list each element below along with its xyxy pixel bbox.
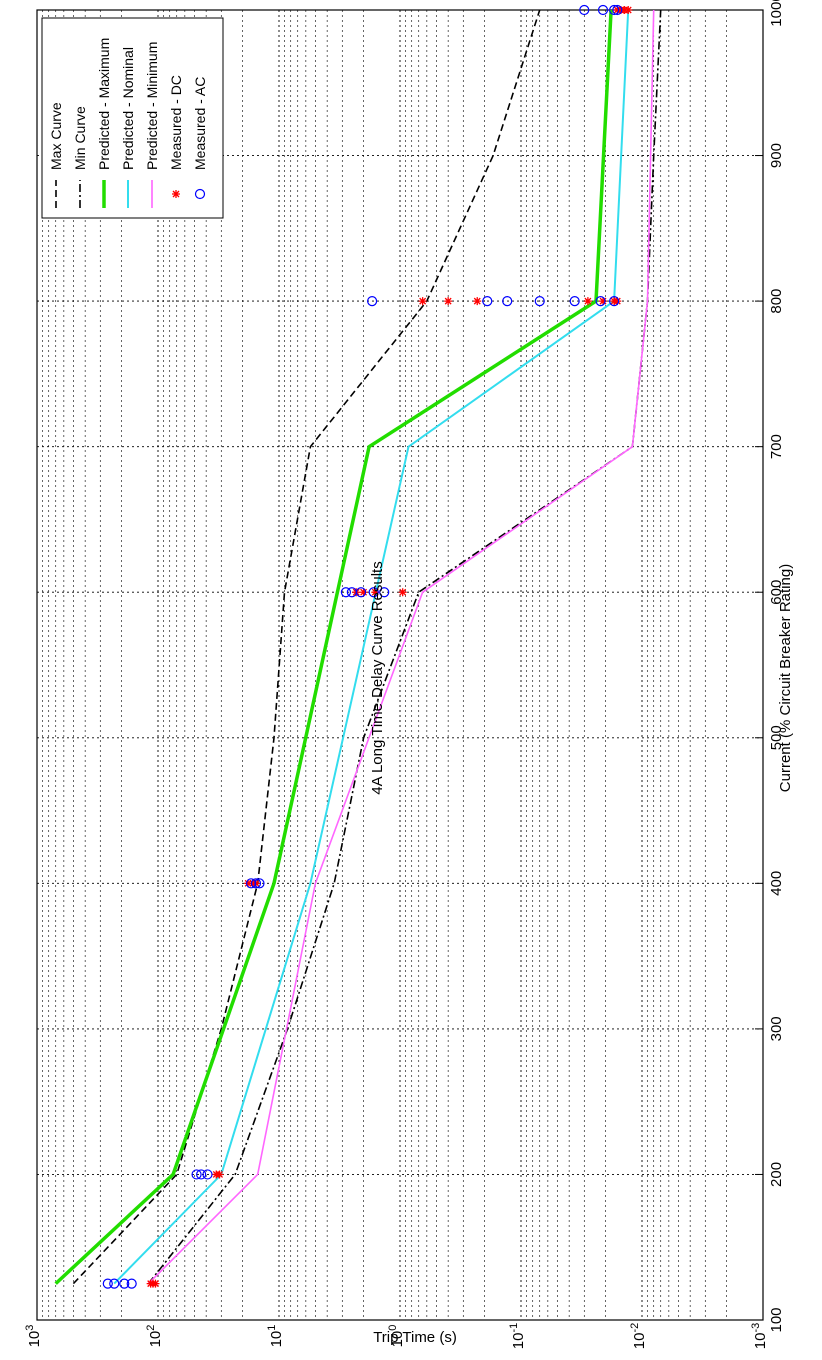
x-tick-label: 200	[768, 1162, 785, 1187]
legend-label-predicted-nominal: Predicted - Nominal	[120, 47, 136, 170]
data-point-measured-ac	[482, 296, 493, 307]
series-line-min-curve	[147, 9, 662, 1285]
data-point-measured-ac	[246, 878, 257, 889]
data-point-measured-dc	[624, 6, 633, 14]
legend-label-measured-dc: Measured - DC	[168, 75, 184, 170]
data-point-measured-dc	[444, 297, 453, 306]
x-tick-label: 700	[768, 434, 785, 459]
legend-label-predicted-minimum: Predicted - Minimum	[144, 42, 160, 170]
axes: 100 200 300 400 500 600 700 800 900 1000 103 102 101…	[24, 0, 785, 1349]
data-point-measured-dc	[599, 297, 608, 306]
series	[54, 4, 662, 1289]
data-point-measured-dc	[583, 297, 592, 306]
y-tick-label: 10-3	[750, 1323, 769, 1349]
data-point-measured-ac	[119, 1278, 130, 1289]
data-point-measured-dc	[151, 1279, 160, 1288]
data-point-measured-ac	[202, 1169, 213, 1180]
legend-label-min-curve: Min Curve	[72, 106, 88, 170]
data-point-measured-ac	[102, 1278, 113, 1289]
data-point-measured-dc	[359, 588, 368, 597]
legend: Max Curve Min Curve Predicted - Maximum Pre…	[41, 17, 224, 219]
data-point-measured-dc	[244, 879, 253, 888]
data-point-measured-ac	[534, 296, 545, 307]
y-tick-label: 10-2	[629, 1323, 648, 1349]
plot-frame	[36, 9, 764, 1321]
x-tick-label: 1000	[768, 0, 785, 27]
x-tick-label: 800	[768, 289, 785, 314]
legend-label-predicted-maximum: Predicted - Maximum	[96, 38, 112, 170]
data-point-measured-ac	[368, 587, 379, 598]
y-tick-label: 102	[145, 1325, 164, 1348]
data-point-measured-ac	[502, 296, 513, 307]
legend-swatch-measured-dc	[172, 190, 180, 198]
data-point-measured-ac	[250, 878, 262, 889]
legend-label-measured-ac: Measured - AC	[192, 77, 208, 170]
y-tick-label: 101	[266, 1325, 285, 1348]
x-tick-label: 100	[768, 1307, 785, 1332]
data-point-measured-ac	[126, 1278, 137, 1289]
data-point-measured-ac	[379, 587, 390, 598]
data-point-measured-ac	[609, 4, 620, 16]
x-tick-label: 300	[768, 1016, 785, 1041]
x-tick-label: 600	[768, 580, 785, 605]
data-point-measured-ac	[595, 296, 606, 307]
data-point-measured-dc	[215, 1170, 224, 1179]
y-tick-label: 10-1	[508, 1323, 527, 1349]
data-point-measured-ac	[612, 4, 623, 16]
data-point-measured-ac	[579, 4, 590, 16]
data-point-measured-dc	[613, 297, 622, 306]
y-axis-label: Trip Time (s)	[373, 1329, 457, 1346]
data-point-measured-ac	[109, 1278, 120, 1289]
grid	[37, 10, 763, 1320]
x-tick-label: 500	[768, 725, 785, 750]
data-point-measured-ac	[254, 878, 265, 889]
data-point-measured-ac	[367, 296, 378, 307]
data-point-measured-dc	[398, 588, 407, 597]
data-point-measured-dc	[473, 297, 482, 306]
series-line-predicted-minimum	[147, 9, 655, 1285]
legend-box	[41, 17, 224, 219]
data-point-measured-dc	[418, 297, 427, 306]
y-tick-label: 100	[387, 1325, 406, 1348]
data-point-measured-ac	[609, 296, 620, 307]
legend-label-max-curve: Max Curve	[48, 102, 64, 170]
x-tick-label: 900	[768, 143, 785, 168]
data-point-measured-ac	[196, 1169, 207, 1180]
y-tick-label: 103	[24, 1325, 43, 1348]
x-tick-label: 400	[768, 871, 785, 896]
data-point-measured-ac	[569, 296, 580, 307]
series-line-predicted-maximum	[54, 9, 613, 1285]
data-point-measured-ac	[355, 587, 367, 598]
data-point-measured-ac	[340, 587, 351, 598]
x-axis-label: Current (% Circuit Breaker Rating)	[777, 564, 794, 792]
data-point-measured-dc	[371, 588, 380, 597]
legend-swatch-measured-ac	[194, 188, 206, 200]
series-line-predicted-nominal	[113, 9, 630, 1285]
chart-title: 4A Long Time-Delay Curve Results	[369, 561, 386, 794]
data-point-measured-ac	[597, 4, 609, 16]
data-point-measured-ac	[191, 1169, 202, 1180]
